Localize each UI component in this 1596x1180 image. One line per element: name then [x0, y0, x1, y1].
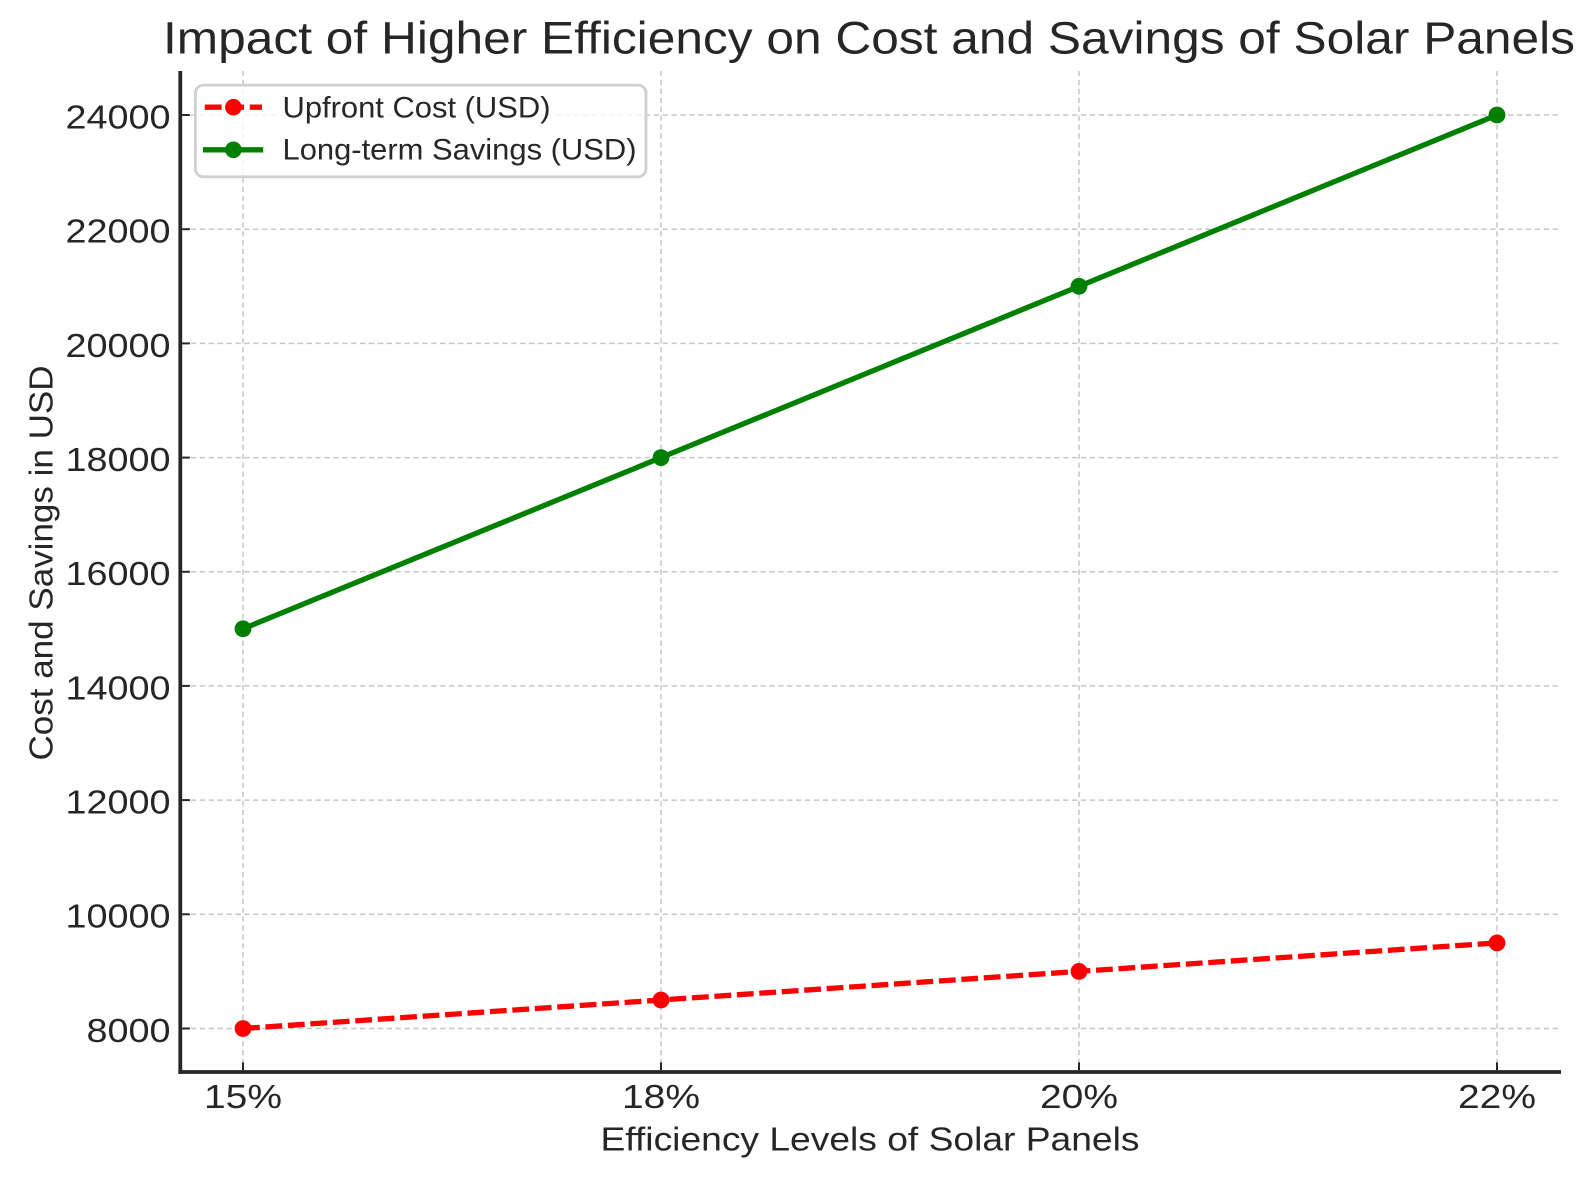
- svg-text:16000: 16000: [66, 556, 171, 593]
- svg-text:20%: 20%: [1040, 1079, 1118, 1116]
- svg-text:22%: 22%: [1458, 1079, 1536, 1116]
- svg-text:20000: 20000: [66, 328, 171, 365]
- svg-text:18000: 18000: [66, 442, 171, 479]
- svg-text:Efficiency Levels of Solar Pan: Efficiency Levels of Solar Panels: [601, 1122, 1140, 1159]
- svg-text:Long-term Savings (USD): Long-term Savings (USD): [283, 133, 637, 166]
- svg-text:8000: 8000: [87, 1013, 171, 1050]
- svg-text:Upfront Cost (USD): Upfront Cost (USD): [283, 92, 551, 125]
- svg-text:Cost and Savings in USD: Cost and Savings in USD: [24, 366, 61, 761]
- svg-text:22000: 22000: [66, 214, 171, 251]
- svg-text:15%: 15%: [204, 1079, 282, 1116]
- svg-text:24000: 24000: [66, 99, 171, 136]
- svg-text:10000: 10000: [66, 899, 171, 936]
- svg-text:14000: 14000: [66, 670, 171, 707]
- svg-text:Impact of Higher Efficiency on: Impact of Higher Efficiency on Cost and …: [163, 12, 1575, 63]
- svg-text:12000: 12000: [66, 785, 171, 822]
- svg-text:18%: 18%: [622, 1079, 700, 1116]
